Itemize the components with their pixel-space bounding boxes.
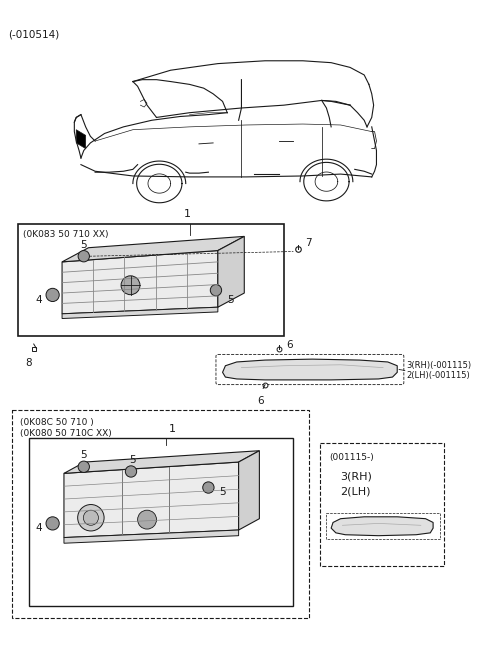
Text: 6: 6 bbox=[286, 340, 292, 350]
Bar bbox=[18, 224, 284, 335]
Text: 7: 7 bbox=[305, 238, 312, 248]
Circle shape bbox=[203, 482, 214, 493]
Text: 3(RH): 3(RH) bbox=[341, 472, 372, 481]
Text: 5: 5 bbox=[81, 240, 87, 250]
Text: (0K080 50 710C XX): (0K080 50 710C XX) bbox=[20, 429, 111, 438]
Circle shape bbox=[84, 510, 98, 525]
Circle shape bbox=[78, 461, 89, 472]
Text: (0K08C 50 710 ): (0K08C 50 710 ) bbox=[20, 418, 93, 426]
Text: (0K083 50 710 XX): (0K083 50 710 XX) bbox=[24, 230, 109, 239]
Polygon shape bbox=[64, 462, 239, 538]
Text: 4: 4 bbox=[35, 523, 42, 533]
Polygon shape bbox=[239, 451, 259, 530]
Text: 5: 5 bbox=[219, 487, 226, 497]
Circle shape bbox=[78, 251, 89, 262]
Text: (001115-): (001115-) bbox=[329, 453, 374, 462]
Text: 2(LH): 2(LH) bbox=[341, 487, 371, 496]
Circle shape bbox=[46, 517, 59, 530]
Polygon shape bbox=[62, 236, 244, 262]
Circle shape bbox=[125, 466, 137, 477]
Text: 5: 5 bbox=[227, 295, 233, 305]
Polygon shape bbox=[76, 130, 85, 149]
Polygon shape bbox=[223, 359, 397, 380]
Text: (-010514): (-010514) bbox=[8, 29, 60, 39]
Text: 2(LH)(-001115): 2(LH)(-001115) bbox=[407, 371, 470, 380]
Polygon shape bbox=[64, 530, 239, 543]
Circle shape bbox=[138, 510, 156, 529]
Polygon shape bbox=[218, 236, 244, 307]
Circle shape bbox=[46, 288, 59, 301]
Circle shape bbox=[210, 284, 222, 296]
Text: 5: 5 bbox=[130, 455, 136, 465]
Bar bbox=[12, 410, 310, 618]
Bar bbox=[29, 438, 293, 607]
Text: 1: 1 bbox=[184, 210, 191, 219]
Circle shape bbox=[78, 504, 104, 531]
Bar bbox=[326, 513, 440, 540]
Text: 1: 1 bbox=[169, 424, 176, 434]
Polygon shape bbox=[62, 251, 218, 314]
Text: 5: 5 bbox=[81, 451, 87, 460]
Bar bbox=[320, 443, 444, 566]
Polygon shape bbox=[331, 517, 433, 536]
Text: 3(RH)(-001115): 3(RH)(-001115) bbox=[407, 362, 472, 370]
Text: 6: 6 bbox=[257, 396, 264, 406]
Polygon shape bbox=[64, 451, 259, 474]
Circle shape bbox=[121, 276, 140, 295]
Text: 8: 8 bbox=[26, 358, 32, 368]
Polygon shape bbox=[62, 307, 218, 318]
Text: 4: 4 bbox=[35, 295, 42, 305]
